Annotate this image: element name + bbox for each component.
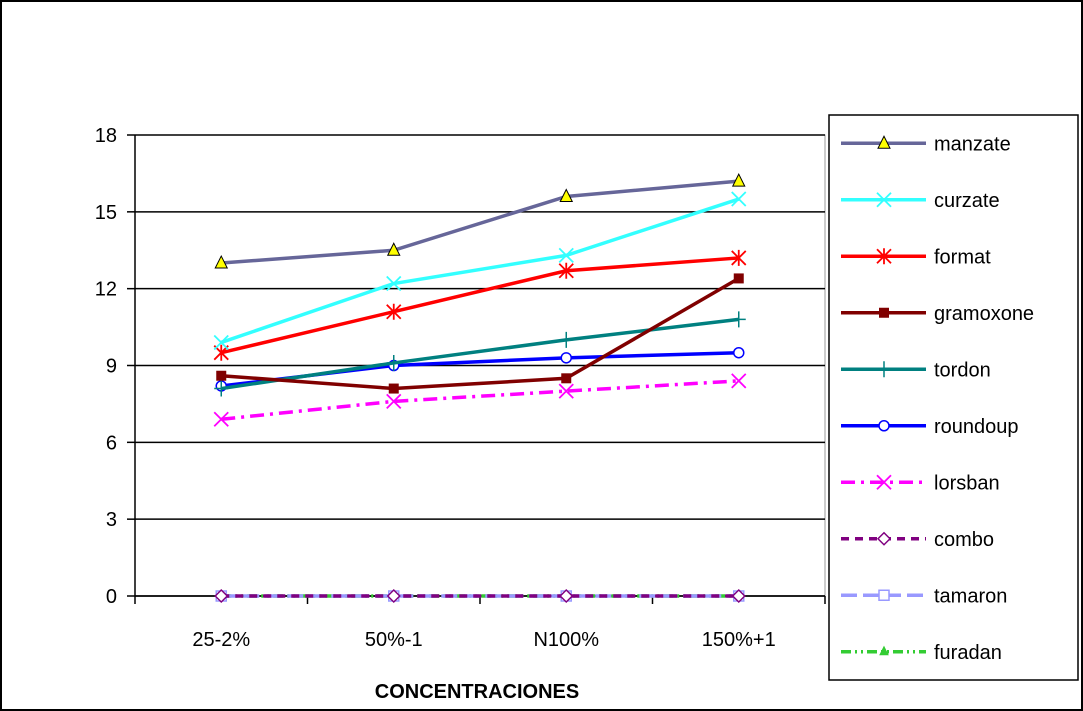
series-line bbox=[221, 179, 739, 265]
data-point bbox=[731, 588, 746, 604]
data-point bbox=[558, 383, 574, 399]
data-point bbox=[559, 588, 574, 604]
legend-label: curzate bbox=[934, 190, 1000, 212]
legend-label: furadan bbox=[934, 642, 1002, 664]
x-tick-label: 150%+1 bbox=[702, 629, 776, 651]
data-point bbox=[386, 275, 402, 292]
legend-label: roundoup bbox=[934, 416, 1019, 438]
legend-label: tordon bbox=[934, 359, 991, 381]
legend-label: manzate bbox=[934, 133, 1011, 155]
legend-entry-gramoxone: gramoxone bbox=[841, 303, 1034, 325]
legend-marker bbox=[877, 361, 891, 378]
legend-entry-combo: combo bbox=[841, 529, 994, 551]
legend: manzate curzate format gramoxone tordon round… bbox=[828, 114, 1079, 681]
legend-marker bbox=[876, 192, 892, 208]
data-point bbox=[386, 242, 401, 256]
legend-marker bbox=[876, 248, 892, 265]
x-tick-label: 50%-1 bbox=[365, 629, 423, 651]
legend-label: tamaron bbox=[934, 585, 1007, 607]
data-point bbox=[558, 262, 574, 279]
y-tick-label: 18 bbox=[95, 125, 117, 147]
data-point bbox=[558, 247, 574, 264]
legend-marker bbox=[876, 474, 892, 490]
plot-area bbox=[134, 134, 826, 597]
data-point bbox=[216, 370, 227, 381]
legend-label: format bbox=[934, 246, 991, 268]
data-point bbox=[213, 411, 229, 427]
x-tick-label: N100% bbox=[533, 629, 599, 651]
y-tick-label: 15 bbox=[95, 202, 117, 224]
legend-entry-curzate: curzate bbox=[841, 190, 1000, 212]
legend-label: gramoxone bbox=[934, 303, 1034, 325]
series-line bbox=[221, 276, 740, 391]
legend-marker bbox=[879, 307, 889, 318]
legend-label: combo bbox=[934, 529, 994, 551]
y-tick-label: 6 bbox=[106, 432, 117, 454]
legend-entry-manzate: manzate bbox=[841, 133, 1011, 155]
data-point bbox=[733, 273, 744, 284]
legend-marker bbox=[879, 645, 889, 656]
data-point bbox=[386, 303, 402, 320]
x-axis-label: CONCENTRACIONES bbox=[375, 681, 579, 703]
legend-marker bbox=[876, 531, 892, 546]
series-lorsban bbox=[213, 373, 747, 427]
legend-label: lorsban bbox=[934, 472, 1000, 494]
data-point bbox=[386, 588, 401, 604]
legend-entry-furadan: furadan bbox=[841, 642, 1002, 664]
data-point bbox=[731, 249, 747, 266]
legend-entry-tordon: tordon bbox=[841, 359, 991, 381]
data-point bbox=[386, 393, 402, 409]
legend-box bbox=[828, 114, 1079, 681]
data-point bbox=[386, 354, 401, 371]
y-tick-label: 9 bbox=[106, 356, 117, 378]
data-point bbox=[214, 588, 229, 604]
x-tick-label: 25-2% bbox=[192, 629, 250, 651]
y-tick-label: 0 bbox=[106, 586, 117, 608]
data-point bbox=[731, 172, 746, 187]
legend-entry-tamaron: tamaron bbox=[841, 585, 1007, 607]
legend-marker bbox=[878, 589, 890, 601]
data-point bbox=[731, 311, 746, 328]
data-point bbox=[388, 383, 399, 394]
y-tick-label: 12 bbox=[95, 279, 117, 301]
series-gramoxone bbox=[216, 273, 744, 394]
data-point bbox=[731, 373, 747, 389]
data-point bbox=[733, 346, 745, 359]
data-point bbox=[213, 334, 229, 351]
legend-entry-format: format bbox=[841, 246, 991, 268]
legend-entry-roundoup: roundoup bbox=[841, 416, 1019, 438]
legend-marker bbox=[878, 420, 890, 432]
series-line bbox=[220, 197, 740, 345]
y-axis: 0 3 6 9 12 15 18 bbox=[95, 125, 136, 608]
series-line bbox=[220, 256, 739, 355]
data-point bbox=[214, 254, 229, 269]
legend-entry-lorsban: lorsban bbox=[841, 472, 1000, 494]
data-point bbox=[561, 373, 572, 384]
series-curzate bbox=[213, 191, 747, 351]
data-point bbox=[731, 191, 747, 207]
data-point bbox=[560, 352, 572, 364]
data-point bbox=[559, 331, 574, 348]
series-combo bbox=[214, 588, 746, 604]
legend-marker bbox=[877, 135, 891, 149]
series-group bbox=[213, 172, 747, 604]
data-point bbox=[559, 188, 574, 202]
y-tick-label: 3 bbox=[106, 509, 117, 531]
series-manzate bbox=[214, 172, 746, 269]
data-point bbox=[214, 380, 229, 397]
